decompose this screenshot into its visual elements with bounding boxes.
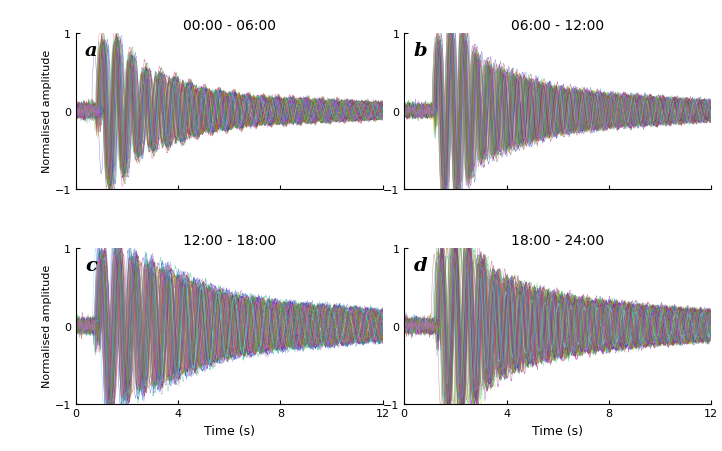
Text: a: a [85,41,97,60]
Text: b: b [414,41,427,60]
X-axis label: Time (s): Time (s) [204,424,255,437]
Y-axis label: Normalised amplitude: Normalised amplitude [42,264,52,387]
Title: 06:00 - 12:00: 06:00 - 12:00 [511,18,604,32]
Text: c: c [85,256,97,274]
Text: d: d [414,256,427,274]
Title: 18:00 - 24:00: 18:00 - 24:00 [511,233,604,247]
Title: 12:00 - 18:00: 12:00 - 18:00 [183,233,276,247]
X-axis label: Time (s): Time (s) [532,424,583,437]
Y-axis label: Normalised amplitude: Normalised amplitude [42,50,52,173]
Title: 00:00 - 06:00: 00:00 - 06:00 [183,18,276,32]
